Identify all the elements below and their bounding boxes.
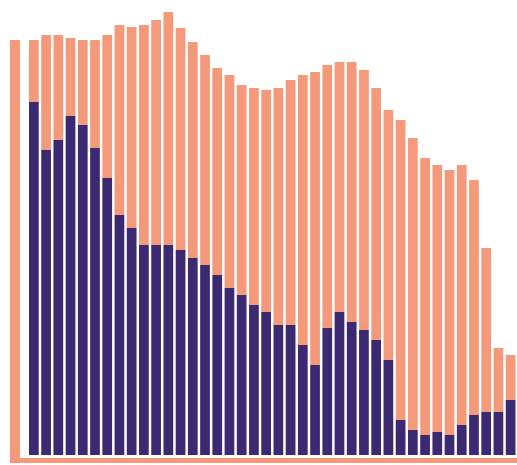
bar bbox=[90, 148, 100, 455]
bar bbox=[102, 178, 113, 455]
bar bbox=[359, 330, 369, 455]
bar bbox=[65, 38, 76, 116]
bar bbox=[249, 305, 259, 455]
bar bbox=[29, 102, 39, 455]
bar bbox=[90, 40, 100, 148]
bar bbox=[395, 420, 406, 455]
bar bbox=[407, 430, 418, 455]
bar bbox=[444, 170, 455, 435]
bar bbox=[432, 165, 443, 432]
bar bbox=[493, 412, 504, 455]
bar bbox=[126, 228, 137, 455]
bar bbox=[236, 85, 247, 295]
bar bbox=[334, 312, 345, 455]
bar bbox=[469, 180, 479, 415]
bar bbox=[224, 75, 235, 288]
bar bbox=[432, 432, 443, 455]
bar bbox=[126, 27, 137, 228]
bar bbox=[285, 325, 296, 455]
bar bbox=[41, 35, 51, 150]
bar bbox=[334, 62, 345, 312]
bar bbox=[420, 435, 430, 455]
bar bbox=[53, 140, 64, 455]
bar bbox=[261, 312, 271, 455]
bar bbox=[444, 435, 455, 455]
axis-bottom bbox=[10, 458, 517, 463]
bar bbox=[383, 360, 394, 455]
bar bbox=[310, 72, 320, 365]
bar bbox=[200, 265, 210, 455]
bar bbox=[359, 70, 369, 330]
bar bbox=[77, 125, 88, 455]
bar bbox=[469, 415, 479, 455]
bar bbox=[505, 400, 516, 455]
bar bbox=[53, 35, 64, 140]
bar bbox=[273, 88, 284, 325]
bar bbox=[371, 88, 382, 340]
bar bbox=[236, 295, 247, 455]
bar bbox=[102, 35, 113, 178]
bar bbox=[407, 138, 418, 430]
bar bbox=[481, 248, 492, 412]
bar bbox=[163, 12, 174, 245]
bar bbox=[456, 425, 467, 455]
bar bbox=[493, 348, 504, 412]
bar bbox=[346, 322, 357, 455]
bar bbox=[481, 412, 492, 455]
bar bbox=[456, 165, 467, 425]
bar bbox=[29, 40, 39, 102]
bar bbox=[200, 55, 210, 265]
bar bbox=[346, 62, 357, 322]
bar bbox=[114, 25, 125, 215]
bar bbox=[163, 245, 174, 455]
bar bbox=[285, 80, 296, 325]
bar bbox=[41, 150, 51, 455]
bar bbox=[420, 158, 430, 435]
bar bbox=[297, 75, 308, 345]
bar bbox=[212, 275, 223, 455]
bar bbox=[139, 245, 149, 455]
bar bbox=[212, 68, 223, 275]
bar bbox=[322, 65, 333, 328]
bar bbox=[187, 258, 198, 455]
bar bbox=[371, 340, 382, 455]
bar bbox=[151, 20, 161, 245]
bar bbox=[249, 88, 259, 305]
bar bbox=[114, 215, 125, 455]
bar bbox=[383, 110, 394, 360]
bar bbox=[187, 42, 198, 258]
bar bbox=[151, 245, 161, 455]
bar bbox=[77, 40, 88, 125]
bar bbox=[139, 25, 149, 245]
bar bbox=[297, 345, 308, 455]
bar bbox=[395, 120, 406, 420]
bar bbox=[65, 116, 76, 455]
bar bbox=[273, 325, 284, 455]
bar bbox=[261, 90, 271, 312]
bar bbox=[175, 250, 186, 455]
axis-left bbox=[10, 40, 20, 463]
bar bbox=[505, 355, 516, 400]
bar bbox=[175, 28, 186, 250]
bar bbox=[224, 288, 235, 455]
bar bbox=[322, 328, 333, 455]
bar bbox=[310, 365, 320, 455]
